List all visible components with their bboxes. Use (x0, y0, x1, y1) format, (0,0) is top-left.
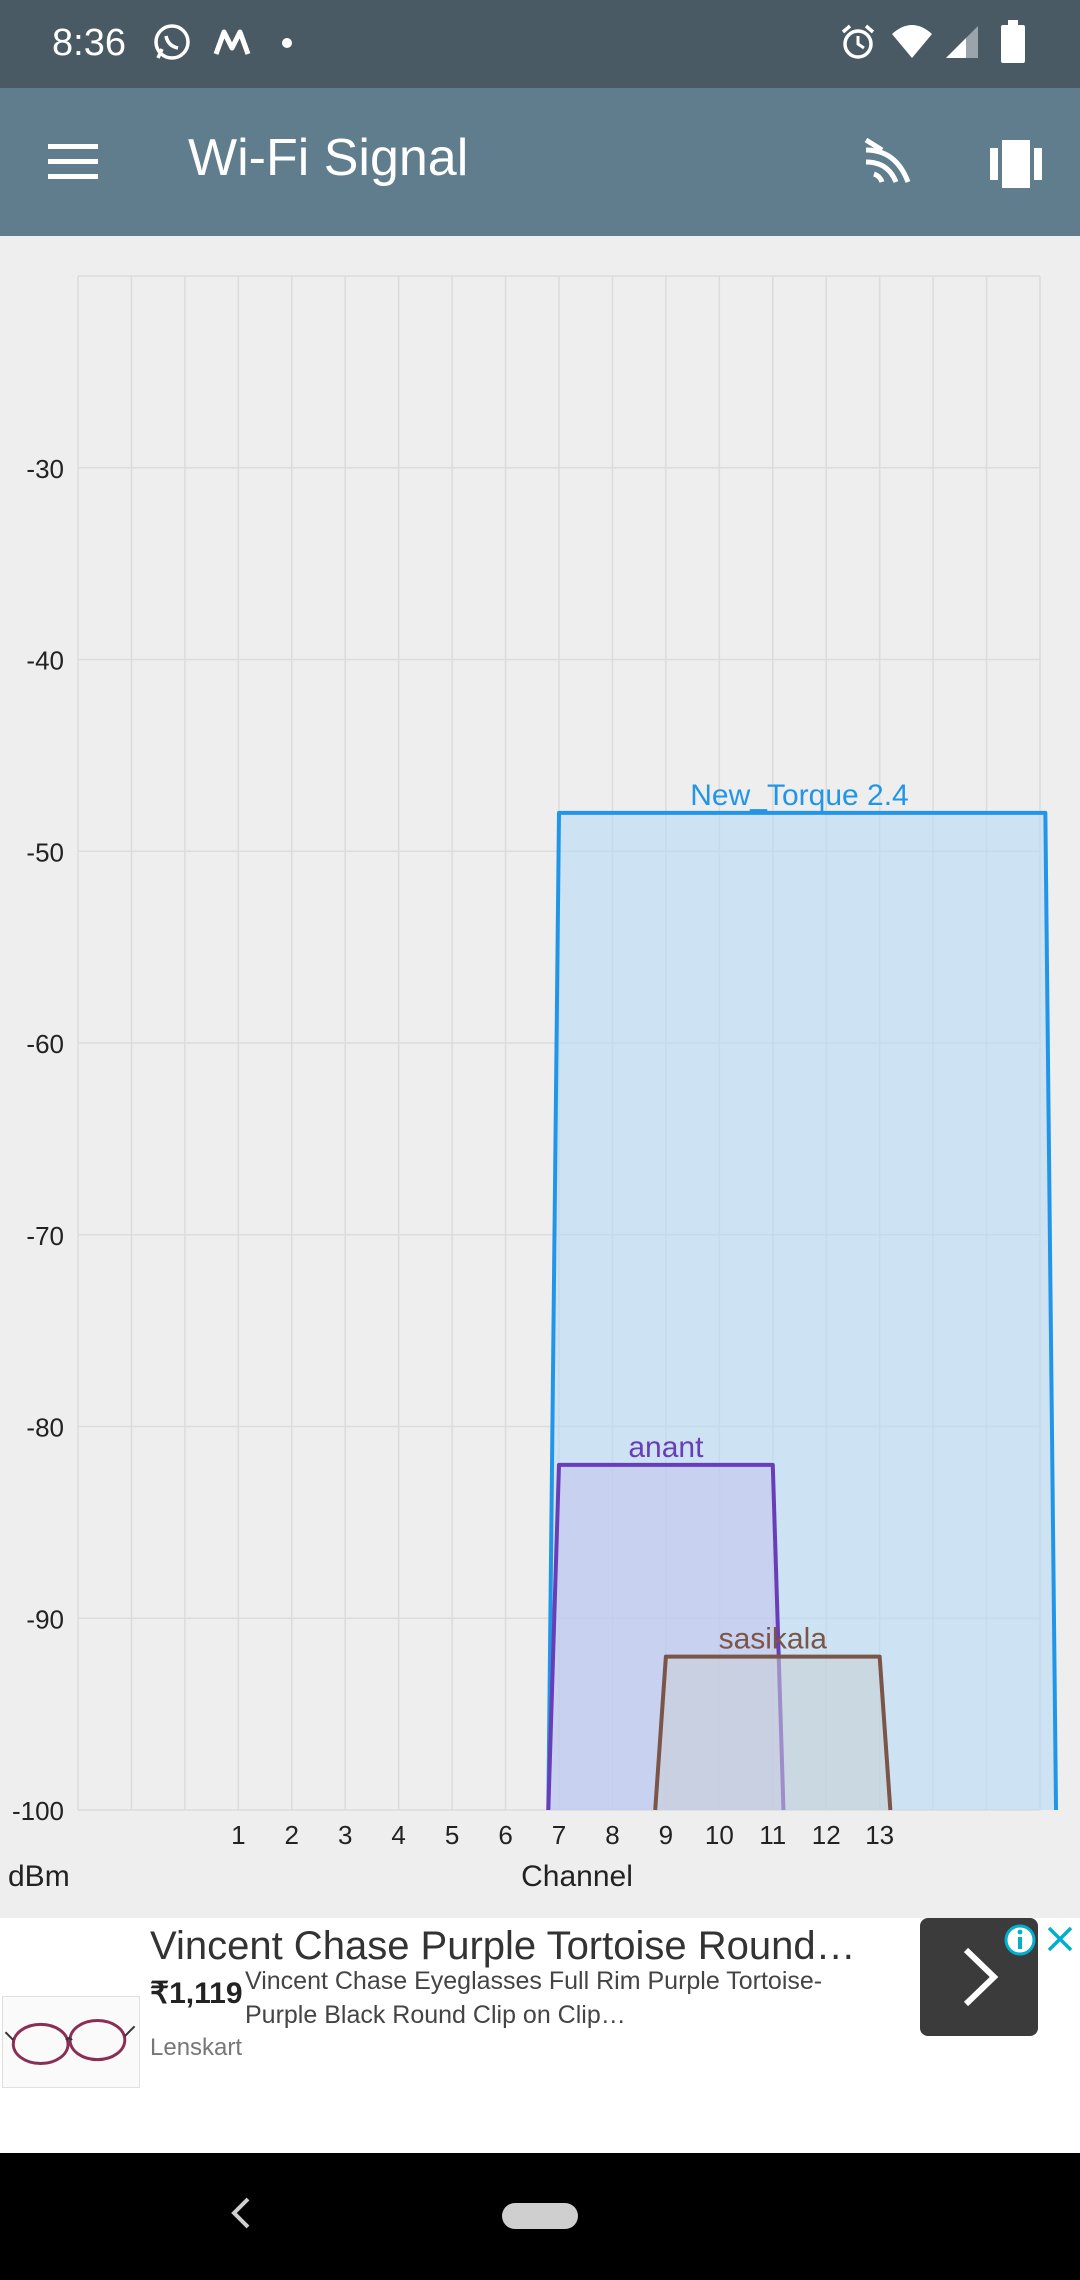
y-tick-label: -100 (12, 1796, 64, 1826)
wifi-band-icon[interactable] (860, 132, 920, 192)
ad-title[interactable]: Vincent Chase Purple Tortoise Round… (150, 1924, 856, 1968)
series-label: New_Torque 2.4 (690, 779, 908, 812)
x-tick-label: 8 (605, 1820, 619, 1850)
series-area (655, 1656, 891, 1810)
x-tick-label: 12 (812, 1820, 841, 1850)
channel-graph-svg: New_Torque 2.4 anant sasikala -30 -40 -50 -60… (8, 275, 1059, 1893)
channel-graph: New_Torque 2.4 anant sasikala -30 -40 -50 -60… (0, 236, 1080, 1918)
view-toggle-icon[interactable] (986, 134, 1046, 194)
series-outline (653, 1654, 893, 1811)
x-tick-label: 4 (391, 1820, 405, 1850)
home-pill-icon[interactable] (502, 2203, 578, 2229)
signal-icon (946, 26, 978, 58)
y-tick-label: -30 (26, 454, 64, 484)
series-label: anant (628, 1431, 704, 1464)
x-tick-label: 11 (759, 1820, 786, 1850)
x-tick-label: 1 (231, 1820, 245, 1850)
page-title: Wi-Fi Signal (188, 129, 469, 187)
x-tick-label: 5 (445, 1820, 459, 1850)
series-outline (546, 1462, 786, 1811)
chevron-right-icon (963, 1947, 999, 2007)
battery-icon (1001, 20, 1025, 63)
x-tick-label: 2 (285, 1820, 299, 1850)
y-tick-label: -60 (26, 1029, 64, 1059)
ad-close-icon[interactable] (1044, 1923, 1076, 1955)
ad-advertiser: Lenskart (150, 2034, 243, 2061)
status-bar: 8:36 (0, 0, 1080, 88)
myntra-icon (213, 29, 251, 55)
alarm-icon (841, 24, 875, 59)
y-tick-label: -90 (26, 1604, 64, 1634)
ad-banner[interactable]: Vincent Chase Purple Tortoise Round… ₹1,… (0, 1918, 1080, 2153)
y-axis-label: dBm (8, 1860, 70, 1893)
system-nav-bar (0, 2153, 1080, 2280)
x-tick-label: 3 (338, 1820, 352, 1850)
y-tick-label: -50 (26, 837, 64, 867)
ad-info-icon[interactable] (1003, 1923, 1037, 1957)
app-bar: Wi-Fi Signal (0, 88, 1080, 236)
x-tick-label: 6 (498, 1820, 512, 1850)
series-outline (546, 810, 1059, 1811)
x-tick-label: 7 (552, 1820, 566, 1850)
notification-dot-icon (282, 38, 292, 48)
series-label: sasikala (719, 1623, 828, 1656)
y-tick-label: -80 (26, 1413, 64, 1443)
wifi-icon (892, 25, 932, 58)
x-axis-label: Channel (521, 1860, 633, 1893)
whatsapp-icon (154, 24, 190, 60)
x-tick-label: 10 (705, 1820, 734, 1850)
x-tick-label: 13 (865, 1820, 894, 1850)
eyeglasses-thumbnail[interactable] (2, 1996, 140, 2088)
ad-description: Vincent Chase Eyeglasses Full Rim Purple… (245, 1967, 823, 2029)
menu-icon[interactable] (38, 132, 108, 192)
x-tick-label: 9 (659, 1820, 673, 1850)
y-tick-label: -40 (26, 646, 64, 676)
back-icon[interactable] (226, 2193, 256, 2233)
ad-price: ₹1,119 (150, 1977, 243, 2010)
series-layer: New_Torque 2.4 anant sasikala (546, 779, 1059, 1811)
y-tick-label: -70 (26, 1221, 64, 1251)
status-time: 8:36 (52, 22, 126, 64)
